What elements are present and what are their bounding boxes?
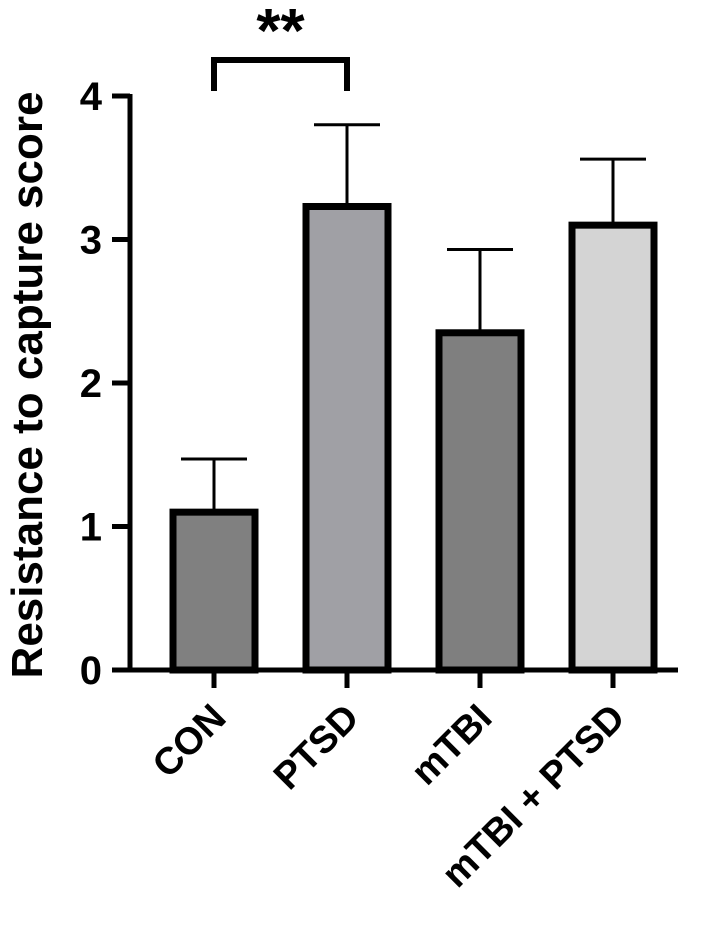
error-bars-layer (181, 123, 646, 513)
significance-bracket (211, 57, 350, 91)
y-tick-label: 1 (80, 506, 102, 550)
bar-ptsd (302, 202, 392, 674)
y-axis-title: Resistance to capture score (3, 92, 52, 679)
y-tick-label: 0 (80, 649, 102, 693)
y-tick-label: 4 (80, 75, 103, 119)
bar-con (169, 508, 259, 674)
bar-mtbi (435, 329, 525, 674)
significance-label: ** (256, 0, 305, 66)
y-tick-label: 2 (80, 362, 102, 406)
bar-mtbi-ptsd (568, 221, 658, 674)
significance-layer: ** (211, 0, 350, 91)
y-tick-label: 3 (80, 219, 102, 263)
bars-layer (169, 202, 658, 674)
x-tick-label: CON (145, 697, 234, 786)
x-tick-label: PTSD (266, 697, 367, 798)
x-tick-label: mTBI (403, 697, 500, 794)
